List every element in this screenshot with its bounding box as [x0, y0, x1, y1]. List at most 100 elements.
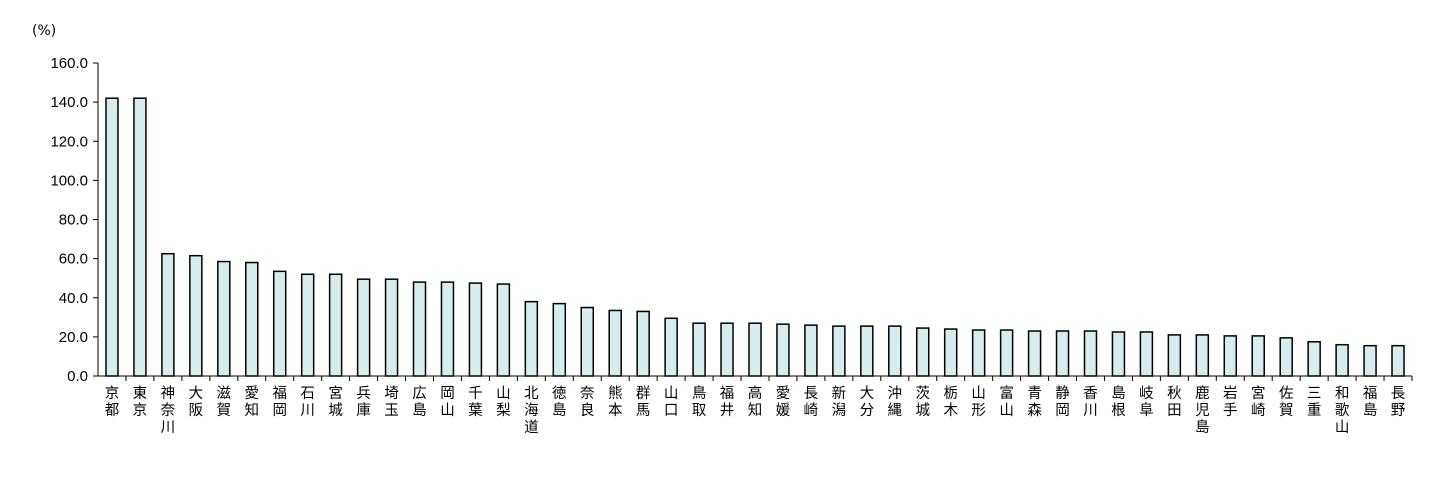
- x-category-label: 岡山: [440, 386, 455, 419]
- bar: [217, 260, 231, 377]
- bar: [1363, 344, 1377, 377]
- x-category-char: 手: [1223, 402, 1238, 419]
- x-category-char: 島: [1111, 385, 1126, 402]
- x-category-char: 兵: [356, 385, 371, 402]
- x-category-label: 東京: [133, 385, 148, 419]
- x-category-char: 石: [300, 386, 315, 402]
- x-category-char: 奈: [161, 402, 176, 419]
- bar: [189, 254, 203, 377]
- x-category-char: 埼: [384, 385, 399, 402]
- y-tick-label: 100.0: [50, 172, 88, 189]
- x-category-char: 森: [1027, 402, 1042, 419]
- x-category-char: 形: [971, 402, 986, 419]
- x-category-char: 岡: [272, 403, 287, 419]
- bar: [1167, 334, 1182, 377]
- x-category-char: 山: [664, 385, 679, 402]
- x-category-label: 神奈川: [161, 385, 176, 436]
- x-category-label: 静岡: [1055, 385, 1070, 419]
- x-category-label: 福島: [1363, 385, 1378, 419]
- x-category-label: 和歌山: [1335, 385, 1350, 436]
- x-category-label: 埼玉: [384, 385, 399, 419]
- x-category-char: 野: [1391, 402, 1406, 419]
- bar: [608, 309, 622, 377]
- x-category-char: 玉: [384, 403, 399, 419]
- x-category-char: 福: [1363, 385, 1378, 402]
- x-category-char: 川: [161, 420, 176, 436]
- y-axis-ticks: 0.0 20.0 40.0 60.0 80.0 100.0 120.0 140.0 160.0: [50, 55, 98, 385]
- bar: [832, 325, 846, 377]
- x-category-char: 鳥: [692, 385, 707, 402]
- x-category-label: 鹿児島: [1195, 385, 1210, 436]
- x-category-label: 群馬: [636, 385, 651, 419]
- bar: [133, 97, 147, 377]
- x-category-label: 宮城: [328, 385, 343, 419]
- x-category-char: 根: [1111, 402, 1126, 419]
- x-category-label: 大阪: [189, 385, 204, 419]
- bar: [1027, 330, 1042, 377]
- x-category-label: 島根: [1111, 385, 1126, 419]
- bar: [664, 317, 678, 377]
- x-axis-labels: 京都東京神奈川大阪滋賀愛知福岡石川宮城兵庫埼玉広島岡山千葉山梨北海道徳島奈良熊本…: [105, 376, 1413, 436]
- x-category-char: 重: [1307, 402, 1322, 419]
- y-tick-label: 120.0: [50, 133, 88, 150]
- bar: [720, 322, 734, 377]
- x-category-label: 香川: [1083, 385, 1098, 419]
- y-tick-label: 60.0: [59, 251, 88, 268]
- bar: [1055, 330, 1070, 377]
- x-category-label: 栃木: [943, 385, 958, 419]
- x-category-char: 島: [1195, 419, 1210, 436]
- x-category-label: 千葉: [468, 385, 483, 419]
- y-tick-label: 80.0: [59, 212, 88, 229]
- x-category-label: 山形: [971, 385, 986, 419]
- x-category-char: 城: [328, 402, 343, 419]
- x-category-char: 奈: [580, 385, 595, 402]
- x-category-char: 岩: [1223, 385, 1238, 402]
- bar: [999, 329, 1014, 377]
- x-category-char: 宮: [328, 385, 343, 402]
- y-tick-label: 40.0: [59, 290, 88, 307]
- x-category-char: 歌: [1335, 402, 1350, 419]
- x-category-label: 佐賀: [1279, 385, 1294, 419]
- x-category-char: 馬: [636, 403, 651, 419]
- x-category-char: 愛: [245, 385, 260, 402]
- bar: [245, 261, 259, 377]
- x-category-label: 岐阜: [1139, 385, 1154, 419]
- x-category-label: 山口: [664, 385, 679, 419]
- x-category-char: 群: [636, 385, 651, 402]
- x-category-label: 徳島: [552, 385, 567, 419]
- x-category-label: 新潟: [832, 385, 847, 419]
- x-category-char: 城: [915, 402, 930, 419]
- x-category-char: 高: [748, 385, 763, 402]
- bar: [356, 278, 371, 377]
- x-category-char: 山: [496, 385, 511, 402]
- x-category-label: 愛媛: [776, 385, 791, 419]
- x-category-label: 高知: [748, 385, 763, 419]
- x-category-char: 知: [245, 402, 260, 419]
- x-category-char: 本: [608, 402, 623, 419]
- bar: [161, 252, 175, 377]
- bar: [496, 283, 511, 377]
- x-category-label: 沖縄: [888, 385, 903, 419]
- x-category-char: 葉: [468, 402, 483, 419]
- bar: [412, 281, 427, 377]
- bar: [1279, 337, 1293, 377]
- x-category-char: 山: [1335, 419, 1350, 436]
- x-category-char: 青: [1027, 385, 1042, 402]
- x-category-char: 賀: [217, 402, 232, 419]
- x-category-char: 媛: [776, 402, 791, 419]
- x-category-char: 長: [804, 386, 819, 402]
- x-category-label: 福岡: [272, 385, 287, 419]
- x-category-char: 北: [524, 385, 539, 402]
- y-tick-label: 160.0: [50, 55, 88, 72]
- x-category-char: 徳: [552, 385, 567, 402]
- x-category-char: 京: [105, 385, 120, 402]
- x-category-char: 島: [412, 402, 427, 419]
- x-category-label: 愛知: [245, 385, 260, 419]
- bar: [915, 327, 930, 377]
- bar: [748, 322, 762, 377]
- x-category-char: 潟: [832, 402, 847, 419]
- x-category-char: 佐: [1279, 385, 1294, 402]
- bar: [440, 281, 455, 377]
- bar: [328, 273, 343, 377]
